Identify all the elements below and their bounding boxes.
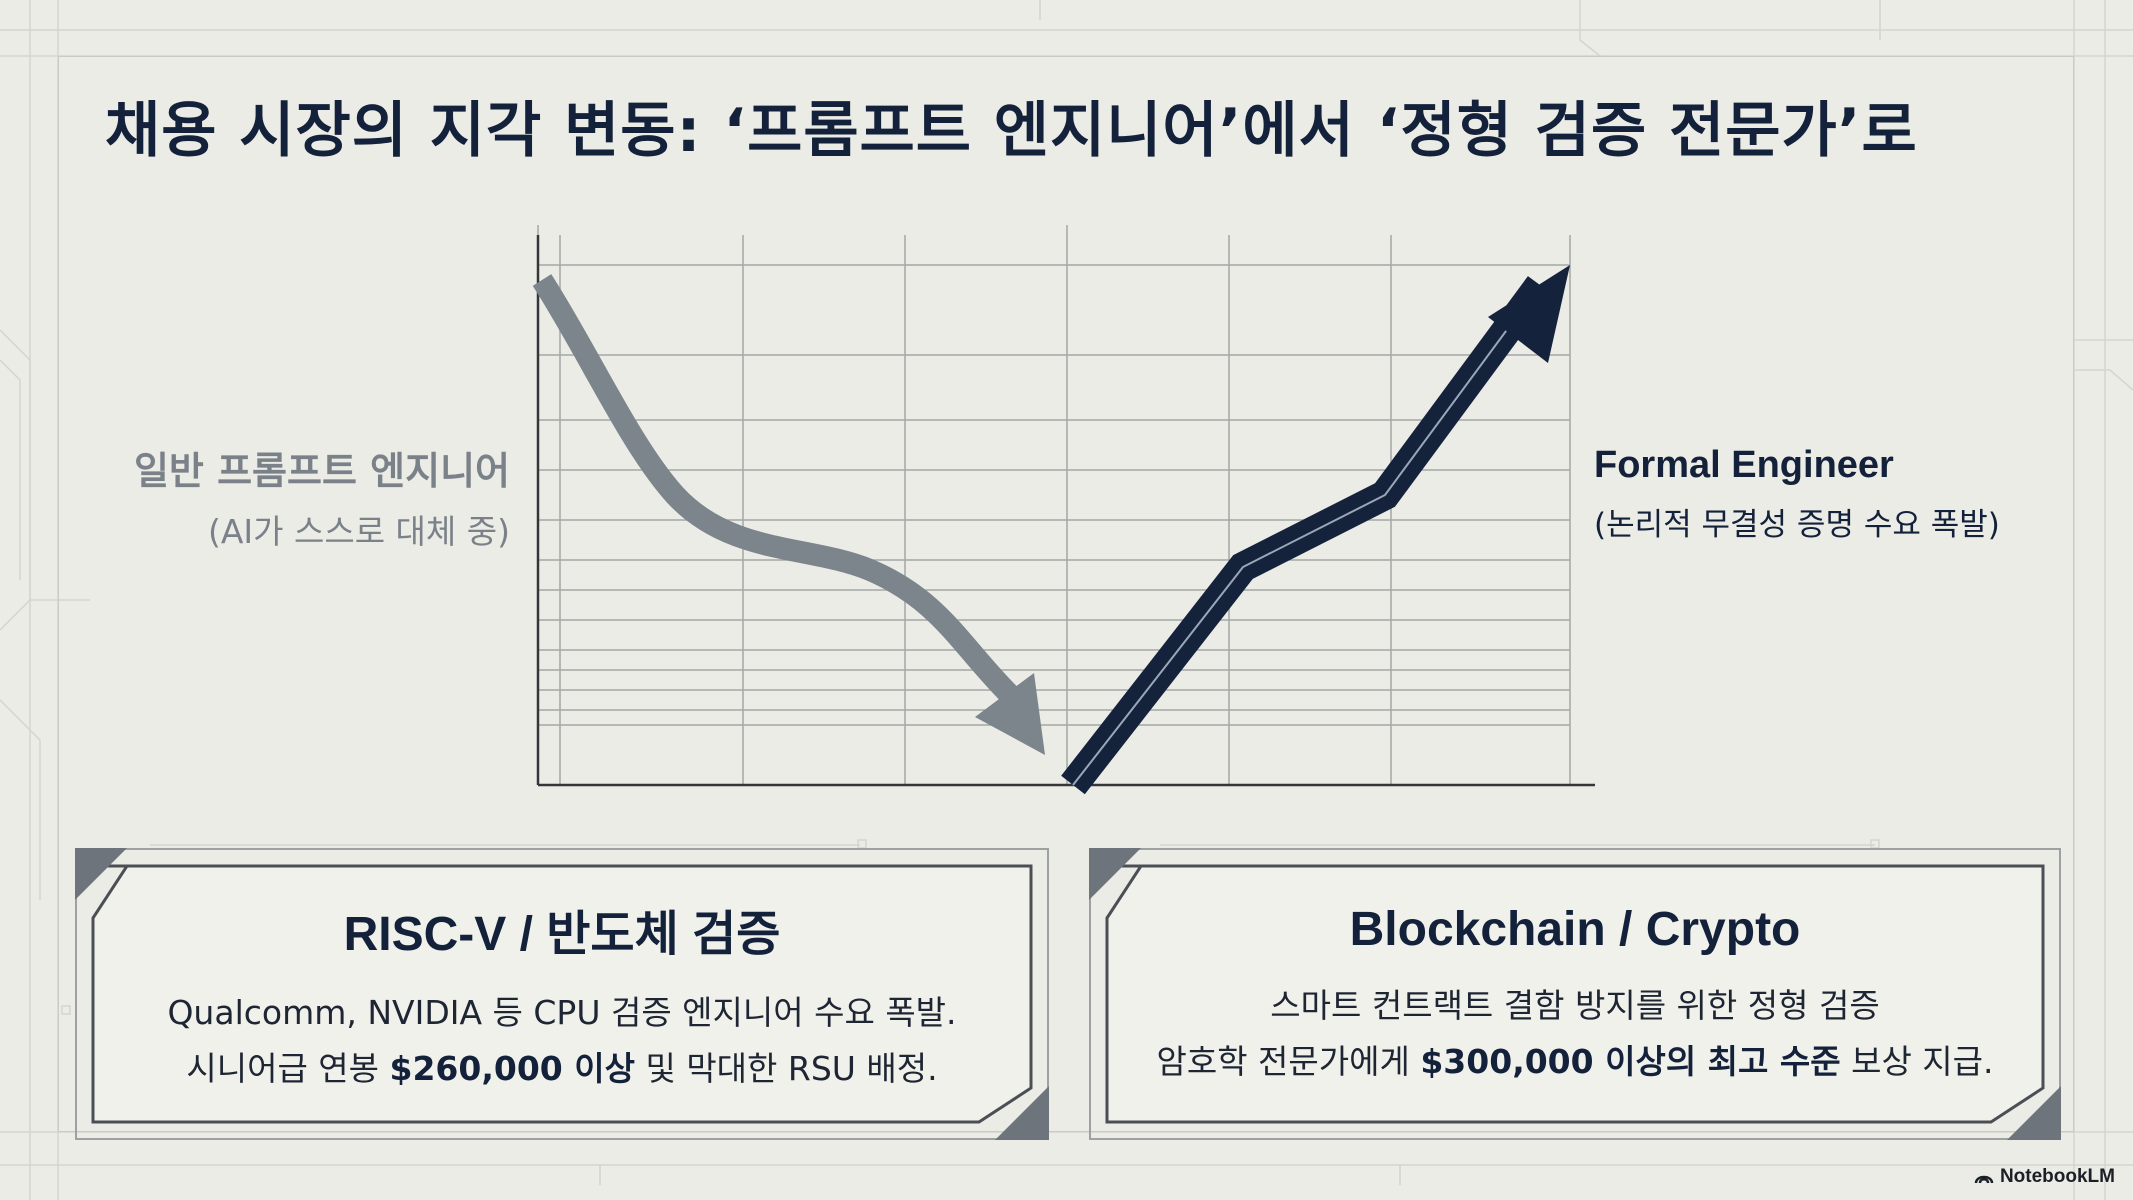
slide-frame [58,56,2074,1132]
trend-chart [532,225,1595,795]
card-line-2: 암호학 전문가에게 $300,000 이상의 최고 수준 보상 지급. [1156,1041,1994,1081]
declining-label-subtitle: (AI가 스스로 대체 중) [207,512,510,551]
card-frame [75,848,1049,1140]
card-line-1: Qualcomm, NVIDIA 등 CPU 검증 엔지니어 수요 폭발. [167,993,957,1032]
rising-label: Formal Engineer (논리적 무결성 증명 수요 폭발) [1594,444,2114,544]
notebooklm-watermark: NotebookLM [1974,1166,2115,1188]
card-heading: Blockchain / Crypto [1349,902,1801,956]
declining-label-title: 일반 프롬프트 엔지니어 [133,449,510,493]
card-risc-v: RISC-V / 반도체 검증 Qualcomm, NVIDIA 등 CPU 검… [75,848,1049,1140]
card-blockchain: Blockchain / Crypto 스마트 컨트랙트 결함 방지를 위한 정… [1089,848,2061,1140]
rising-arrow [1061,265,1570,795]
declining-arrow [532,274,1045,755]
watermark-text: NotebookLM [1999,1166,2115,1187]
chart-grid [537,225,1571,785]
rising-label-title: Formal Engineer [1594,444,1894,486]
card-heading: RISC-V / 반도체 검증 [343,908,781,961]
rising-label-subtitle: (논리적 무결성 증명 수요 폭발) [1594,507,2000,543]
declining-label: 일반 프롬프트 엔지니어 (AI가 스스로 대체 중) [60,440,510,553]
notebooklm-logo-icon [1974,1175,1994,1184]
card-line-1: 스마트 컨트랙트 결함 방지를 위한 정형 검증 [1270,985,1880,1025]
page-title: 채용 시장의 지각 변동: ‘프롬프트 엔지니어’에서 ‘정형 검증 전문가’로 [105,96,1918,166]
card-line-2: 시니어급 연봉 $260,000 이상 및 막대한 RSU 배정. [186,1049,938,1088]
chart-axes [536,235,1595,787]
card-frame [1089,848,2061,1140]
